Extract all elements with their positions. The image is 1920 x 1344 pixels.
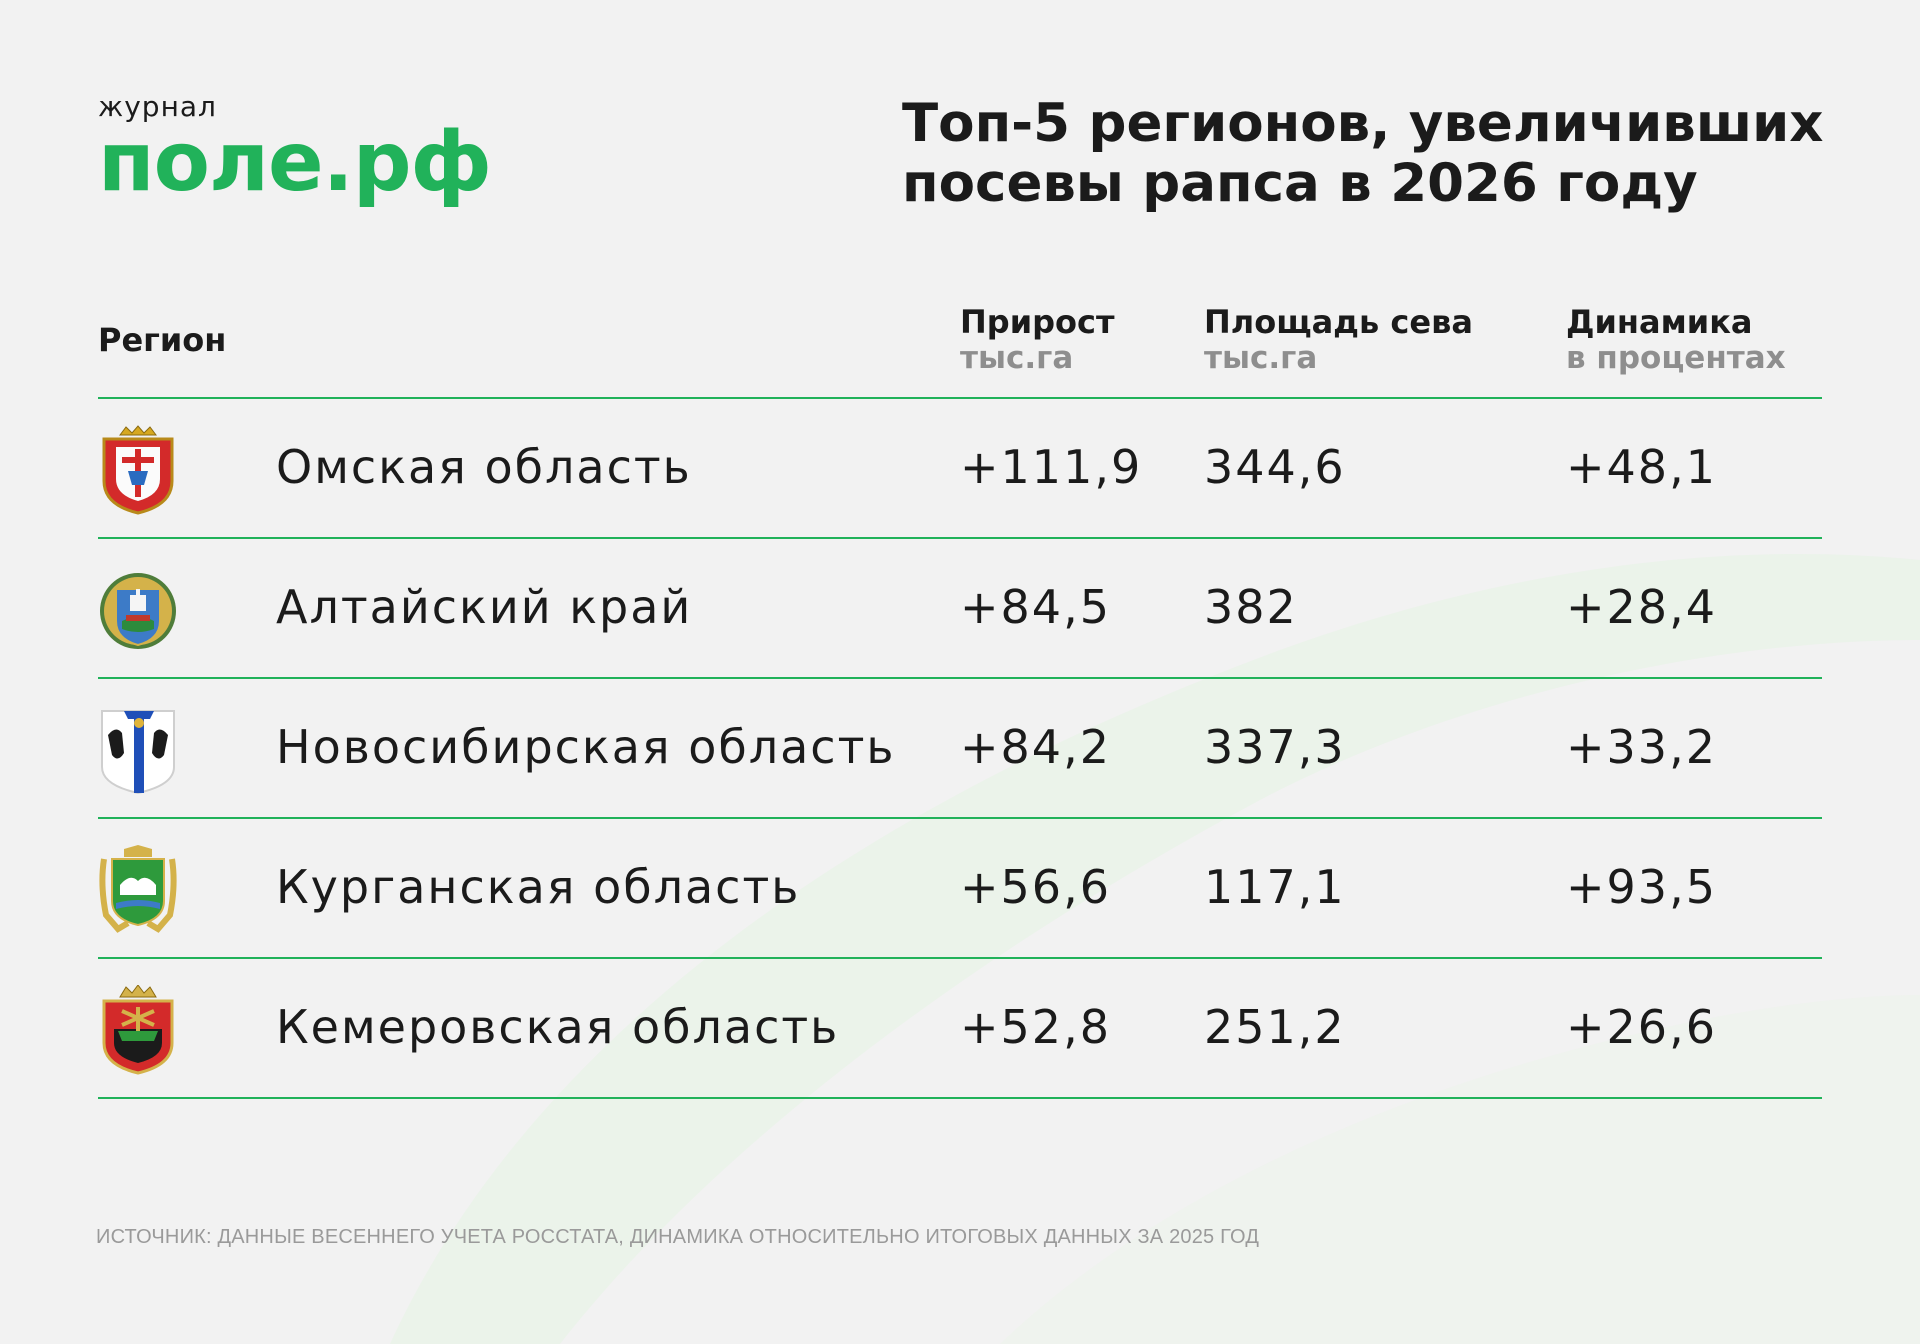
table-header: Регион Прирост тыс.га Площадь сева тыс.г…: [98, 296, 1822, 399]
area-value: 117,1: [1204, 860, 1346, 914]
table-row: Новосибирская область +84,2 337,3 +33,2: [98, 679, 1822, 819]
header-area: Площадь сева тыс.га: [1204, 304, 1473, 376]
table-row: Курганская область +56,6 117,1 +93,5: [98, 819, 1822, 959]
growth-value: +84,5: [960, 580, 1111, 634]
dynamics-value: +48,1: [1566, 440, 1717, 494]
logo-caption: журнал: [98, 90, 217, 123]
page-title: Топ-5 регионов, увеличивших посевы рапса…: [902, 94, 1862, 214]
dynamics-value: +33,2: [1566, 720, 1717, 774]
logo-wordmark: поле.рф: [98, 115, 492, 210]
region-name: Кемеровская область: [276, 1000, 840, 1054]
header-dynamics: Динамика в процентах: [1566, 304, 1786, 376]
novosibirsk-coat-of-arms-icon: [101, 710, 175, 795]
title-line-1: Топ-5 регионов, увеличивших: [902, 93, 1824, 154]
dynamics-value: +28,4: [1566, 580, 1717, 634]
growth-value: +56,6: [960, 860, 1111, 914]
header-dynamics-unit: в процентах: [1566, 340, 1786, 376]
region-name: Курганская область: [276, 860, 801, 914]
header-dynamics-label: Динамика: [1566, 303, 1753, 341]
area-value: 344,6: [1204, 440, 1346, 494]
kemerovo-coat-of-arms-icon: [102, 985, 174, 1075]
dynamics-value: +26,6: [1566, 1000, 1717, 1054]
area-value: 382: [1204, 580, 1298, 634]
area-value: 337,3: [1204, 720, 1346, 774]
header-region: Регион: [98, 321, 227, 359]
table-row: Алтайский край +84,5 382 +28,4: [98, 539, 1822, 679]
region-name: Новосибирская область: [276, 720, 896, 774]
area-value: 251,2: [1204, 1000, 1346, 1054]
region-name: Омская область: [276, 440, 692, 494]
regions-table: Регион Прирост тыс.га Площадь сева тыс.г…: [98, 296, 1822, 1099]
source-footnote: ИСТОЧНИК: ДАННЫЕ ВЕСЕННЕГО УЧЕТА РОССТАТ…: [96, 1226, 1260, 1248]
omsk-coat-of-arms-icon: [102, 425, 174, 515]
header-area-unit: тыс.га: [1204, 340, 1318, 376]
journal-logo: журнал поле.рф: [98, 90, 492, 210]
table-row: Омская область +111,9 344,6 +48,1: [98, 399, 1822, 539]
kurgan-coat-of-arms-icon: [99, 845, 177, 933]
altai-coat-of-arms-icon: [100, 573, 176, 649]
header-growth: Прирост тыс.га: [960, 304, 1115, 376]
header-area-label: Площадь сева: [1204, 303, 1473, 341]
dynamics-value: +93,5: [1566, 860, 1717, 914]
title-line-2: посевы рапса в 2026 году: [902, 153, 1698, 214]
table-row: Кемеровская область +52,8 251,2 +26,6: [98, 959, 1822, 1099]
growth-value: +52,8: [960, 1000, 1111, 1054]
growth-value: +84,2: [960, 720, 1111, 774]
header-growth-label: Прирост: [960, 303, 1115, 341]
growth-value: +111,9: [960, 440, 1143, 494]
region-name: Алтайский край: [276, 580, 693, 634]
header-growth-unit: тыс.га: [960, 340, 1074, 376]
